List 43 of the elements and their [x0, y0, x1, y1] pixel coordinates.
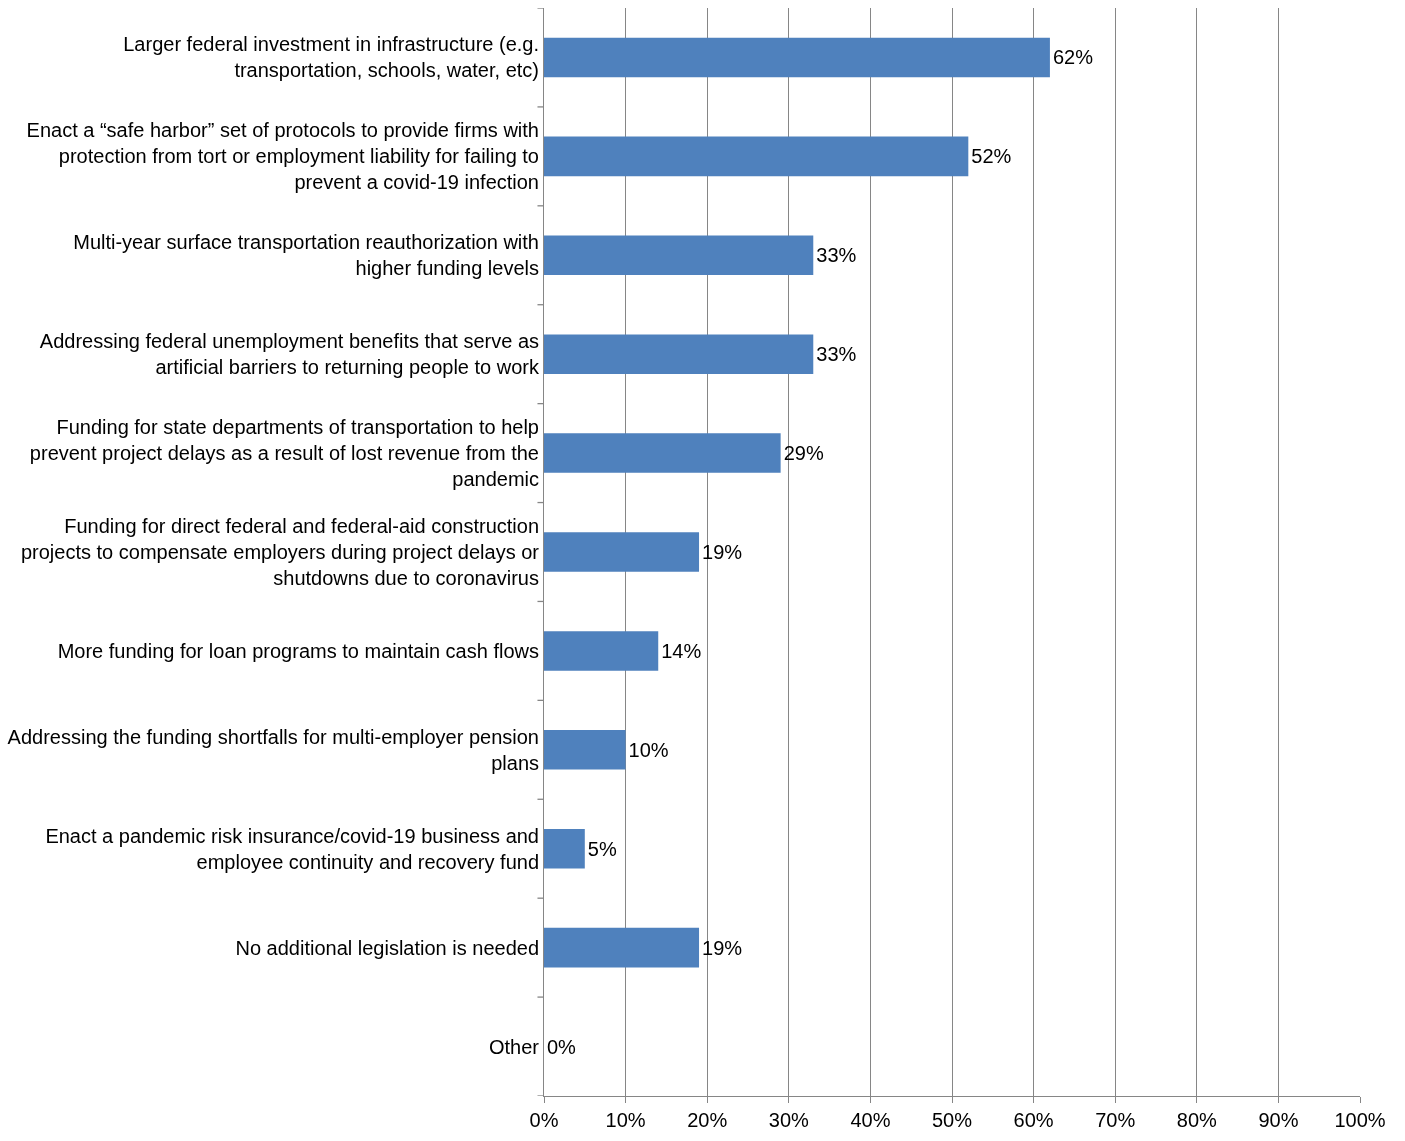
bar	[544, 730, 626, 770]
data-label: 29%	[783, 442, 824, 465]
x-tick-label: 90%	[1258, 1109, 1299, 1131]
y-tick-label: Larger federal investment in infrastructure (e.g. transportation, schools, water, etc)	[123, 33, 539, 82]
x-tick-label: 100%	[1334, 1109, 1386, 1131]
x-tick-label: 30%	[768, 1109, 810, 1131]
data-label: 5%	[587, 837, 617, 860]
data-label: 19%	[702, 936, 743, 959]
y-tick-label: Other	[488, 1035, 540, 1058]
x-tick-label: 50%	[931, 1109, 973, 1131]
bar	[544, 433, 781, 473]
bar	[544, 235, 814, 276]
data-label: 19%	[702, 541, 743, 563]
x-tick-label: 60%	[1013, 1109, 1054, 1131]
data-label: 62%	[1052, 46, 1094, 69]
x-tick-label: 20%	[687, 1109, 728, 1131]
bar	[544, 136, 969, 177]
data-label: 10%	[628, 738, 669, 761]
y-tick-label: Multi-year surface transportation reauthorization with higher funding levels	[73, 231, 539, 280]
data-label: 52%	[971, 145, 1012, 168]
bar	[544, 631, 659, 671]
bar	[544, 532, 700, 572]
y-tick-label: Enact a pandemic risk insurance/covid-19 business and employee continuity and recovery fund	[45, 824, 539, 873]
bar	[544, 37, 1050, 78]
y-tick-label: No additional legislation is needed	[235, 936, 539, 959]
y-tick-label: Addressing federal unemployment benefits that serve as artificial barriers to returning people to work	[39, 330, 540, 379]
y-tick-label: More funding for loan programs to maintain cash flows	[57, 639, 539, 662]
x-tick-label: 80%	[1176, 1109, 1218, 1131]
y-tick-label: Funding for state departments of transportation to help prevent project delays as a result of lost revenue from the pandemic	[29, 416, 539, 491]
bar	[544, 927, 700, 968]
data-label: 33%	[816, 343, 857, 366]
data-label: 33%	[816, 244, 857, 267]
x-tick-label: 0%	[529, 1109, 559, 1131]
x-tick-label: 40%	[850, 1109, 891, 1131]
y-tick-label: Addressing the funding shortfalls for multi-employer pension plans	[7, 725, 539, 774]
bar	[544, 334, 814, 374]
y-tick-label: Enact a “safe harbor” set of protocols to provide firms with protection from tort or employment liability for failing to prevent a covid-19 infection	[26, 119, 539, 194]
x-tick-label: 70%	[1095, 1109, 1136, 1131]
bar	[544, 828, 585, 869]
data-label: 14%	[661, 639, 702, 662]
y-tick-label: Funding for direct federal and federal-aid construction projects to compensate employers during project delays or shutdowns due to coronavirus	[20, 515, 540, 589]
data-label: 0%	[547, 1035, 577, 1058]
x-tick-label: 10%	[605, 1109, 646, 1131]
